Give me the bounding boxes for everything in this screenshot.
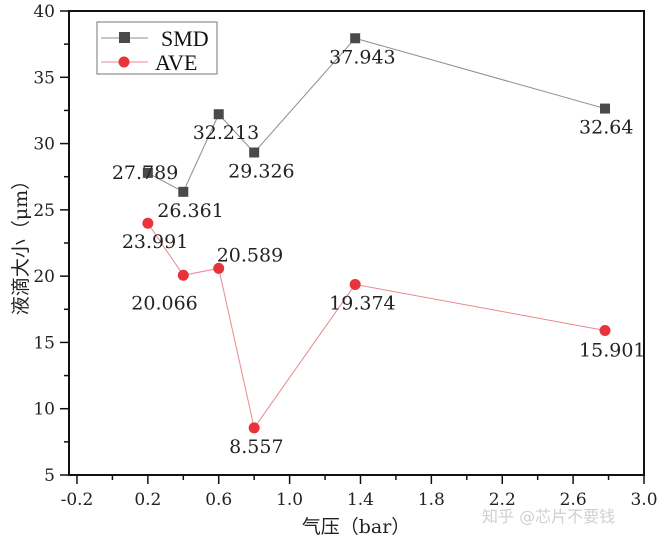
legend-ave-label: AVE: [155, 50, 197, 75]
data-label-smd: 37.943: [329, 46, 395, 68]
watermark: 知乎 @芯片不要钱: [482, 507, 615, 526]
y-tick-label: 40: [33, 2, 55, 22]
data-label-smd: 32.213: [193, 122, 259, 144]
x-tick-label: 1.8: [418, 490, 445, 510]
x-tick-label: 1.4: [347, 490, 374, 510]
data-label-ave: 8.557: [229, 436, 283, 458]
data-labels: 27.789 26.361 32.213 29.326 37.943 32.64 23.99…: [112, 46, 646, 458]
data-label-ave: 15.901: [579, 339, 645, 361]
marker-smd: [213, 109, 224, 120]
legend-smd-label: SMD: [161, 26, 209, 51]
series-line-smd: [147, 37, 606, 193]
legend-smd-marker: [119, 32, 130, 43]
data-label-ave: 20.066: [131, 292, 197, 314]
series-lines: [147, 37, 606, 430]
x-tick-label: 0.6: [205, 490, 232, 510]
x-tick-label: 2.6: [560, 490, 587, 510]
axes: 5 10 15 20 25 30 35 40 -0.2 0.2 0.6 1.0 1.4 1.8 2.2 2.6…: [33, 2, 657, 510]
marker-ave: [248, 422, 260, 434]
y-tick-label: 20: [33, 267, 55, 287]
x-tick-label: -0.2: [61, 490, 94, 510]
data-label-ave: 23.991: [122, 231, 188, 253]
data-label-smd: 29.326: [228, 161, 294, 183]
x-tick-label: 0.2: [134, 490, 161, 510]
marker-ave: [177, 269, 189, 281]
marker-ave: [142, 217, 154, 229]
data-label-smd: 26.361: [157, 200, 223, 222]
data-label-smd: 27.789: [112, 162, 178, 184]
x-tick-label: 2.2: [489, 490, 516, 510]
x-tick-label: 3.0: [630, 490, 657, 510]
series-line-ave: [147, 222, 606, 430]
x-tick-label: 1.0: [276, 490, 303, 510]
y-tick-label: 30: [33, 135, 55, 155]
legend-ave-marker: [118, 56, 130, 68]
marker-smd: [178, 186, 189, 197]
x-axis-title: 气压（bar）: [302, 516, 411, 538]
marker-ave: [599, 324, 611, 336]
y-axis-title: 液滴大小（μm）: [10, 171, 32, 315]
y-tick-label: 15: [33, 333, 55, 353]
y-tick-label: 5: [44, 466, 55, 486]
series-markers: [142, 33, 611, 434]
data-label-smd: 32.64: [579, 117, 633, 139]
marker-smd: [249, 147, 260, 158]
marker-ave: [349, 278, 361, 290]
marker-smd: [142, 167, 153, 178]
legend: SMD AVE: [96, 21, 218, 75]
y-tick-label: 35: [33, 68, 55, 88]
y-tick-label: 10: [33, 400, 55, 420]
marker-ave: [213, 262, 225, 274]
legend-box: [96, 21, 218, 75]
marker-smd: [600, 103, 611, 114]
data-label-ave: 19.374: [329, 292, 395, 314]
y-tick-label: 25: [33, 201, 55, 221]
marker-smd: [350, 33, 361, 44]
data-label-ave: 20.589: [217, 244, 283, 266]
